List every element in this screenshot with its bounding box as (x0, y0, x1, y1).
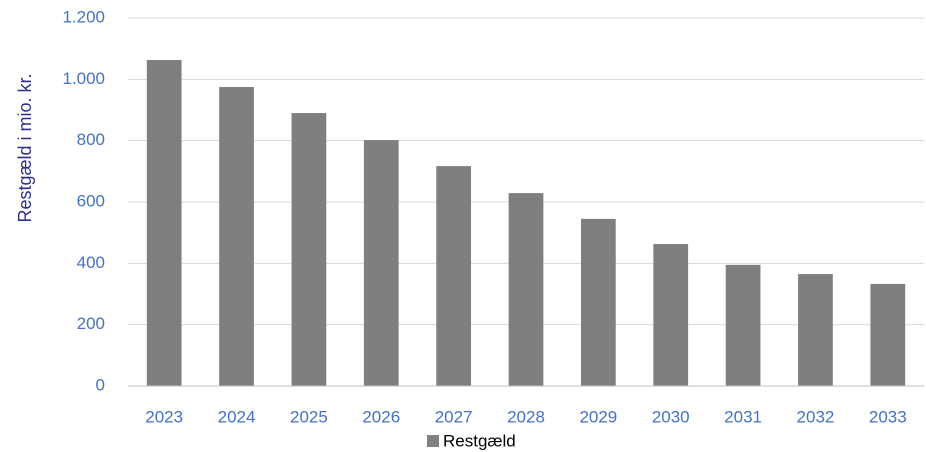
bar (798, 274, 833, 386)
y-tick-label: 800 (77, 130, 105, 149)
y-tick-label: 0 (96, 375, 105, 394)
bar (508, 193, 544, 386)
bar (291, 113, 327, 387)
x-tick-label: 2031 (724, 407, 762, 426)
y-tick-label: 400 (77, 253, 105, 272)
bar (870, 283, 906, 386)
x-tick-label: 2029 (579, 407, 617, 426)
x-tick-label: 2026 (362, 407, 400, 426)
x-tick-label: 2027 (435, 407, 473, 426)
y-tick-label: 600 (77, 191, 105, 210)
y-axis-label: Restgæld i mio. kr. (15, 73, 35, 222)
legend-swatch (427, 435, 439, 447)
y-tick-label: 1.200 (62, 7, 105, 26)
y-tick-label: 200 (77, 314, 105, 333)
x-tick-label: 2030 (652, 407, 690, 426)
bar (219, 87, 254, 386)
bar (363, 140, 399, 386)
bar (580, 218, 616, 386)
x-tick-label: 2024 (218, 407, 256, 426)
bar (146, 60, 182, 386)
x-tick-label: 2025 (290, 407, 328, 426)
x-tick-label: 2028 (507, 407, 545, 426)
x-tick-label: 2033 (869, 407, 907, 426)
y-tick-label: 1.000 (62, 69, 105, 88)
bar (436, 166, 472, 386)
bar (653, 244, 689, 386)
legend-label: Restgæld (443, 431, 516, 450)
bar (725, 264, 761, 386)
x-tick-label: 2023 (145, 407, 183, 426)
x-tick-label: 2032 (797, 407, 835, 426)
